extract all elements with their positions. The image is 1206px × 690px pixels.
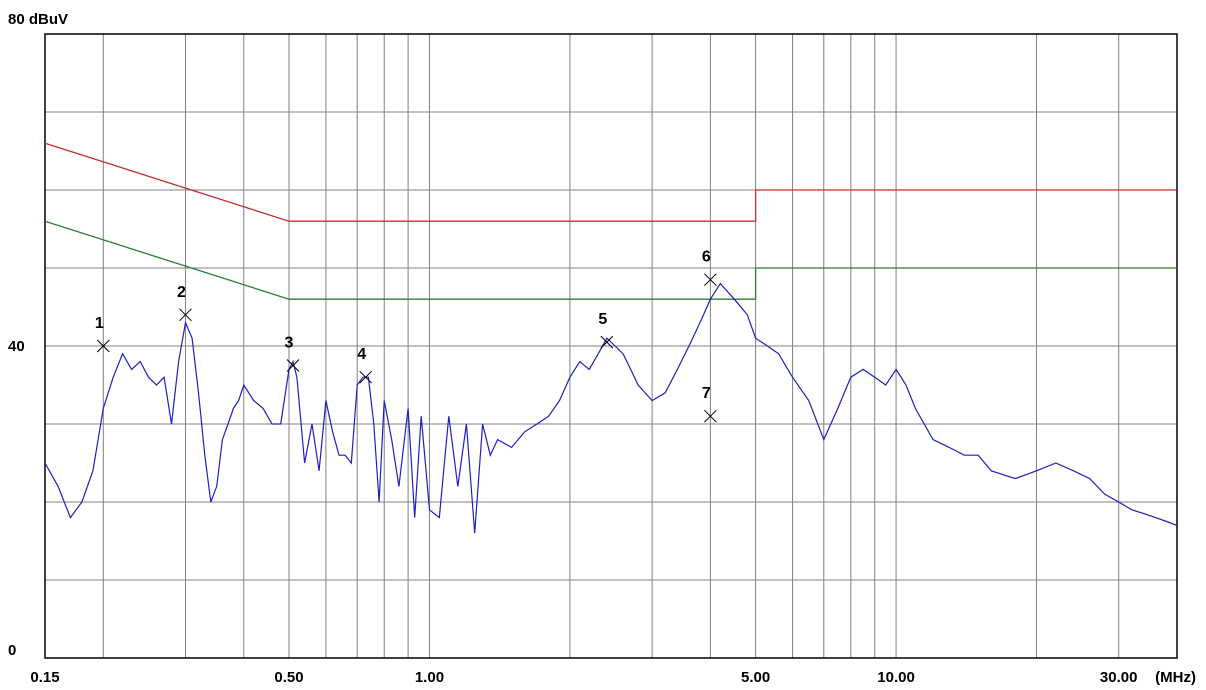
marker-cross [179, 308, 192, 322]
marker-6: 6 [702, 249, 717, 287]
chart-series [44, 142, 1178, 534]
x-tick-label: 30.00 [1100, 669, 1138, 686]
marker-1: 1 [95, 315, 110, 353]
marker-label: 3 [285, 335, 294, 352]
x-tick-label: 1.00 [415, 669, 444, 686]
marker-label: 5 [598, 311, 607, 328]
y-tick-label: 80 dBuV [8, 11, 68, 28]
marker-label: 7 [702, 385, 711, 402]
plot-frame [44, 33, 1178, 659]
marker-cross [286, 359, 300, 372]
marker-label: 1 [95, 315, 104, 332]
marker-7: 7 [702, 385, 717, 423]
marker-3: 3 [285, 335, 300, 372]
marker-5: 5 [598, 311, 614, 349]
chart-grid [44, 33, 1178, 659]
marker-label: 2 [177, 284, 186, 301]
marker-2: 2 [177, 284, 192, 322]
x-axis-unit-label: (MHz) [1155, 669, 1196, 686]
marker-label: 6 [702, 249, 711, 266]
marker-cross [704, 273, 717, 287]
x-tick-label: 0.50 [274, 669, 303, 686]
marker-label: 4 [357, 346, 366, 363]
marker-cross [704, 409, 717, 423]
series-line-3 [44, 282, 1178, 534]
y-tick-label: 0 [8, 642, 16, 659]
chart-markers: 1 2 3 4 5 6 7 [95, 249, 717, 423]
marker-cross [96, 339, 110, 353]
chart-labels: 80 dBuV 40 0 0.15 0.50 1.00 5.00 10.00 30.00 (MHz… [8, 11, 1196, 686]
series-line-1 [44, 142, 1177, 222]
y-tick-label: 40 [8, 338, 25, 355]
x-tick-label: 10.00 [877, 669, 915, 686]
series-line-2 [44, 220, 1177, 300]
marker-cross [359, 370, 373, 384]
x-tick-label: 0.15 [30, 669, 59, 686]
x-tick-label: 5.00 [741, 669, 770, 686]
marker-cross [600, 335, 614, 349]
marker-4: 4 [357, 346, 373, 384]
